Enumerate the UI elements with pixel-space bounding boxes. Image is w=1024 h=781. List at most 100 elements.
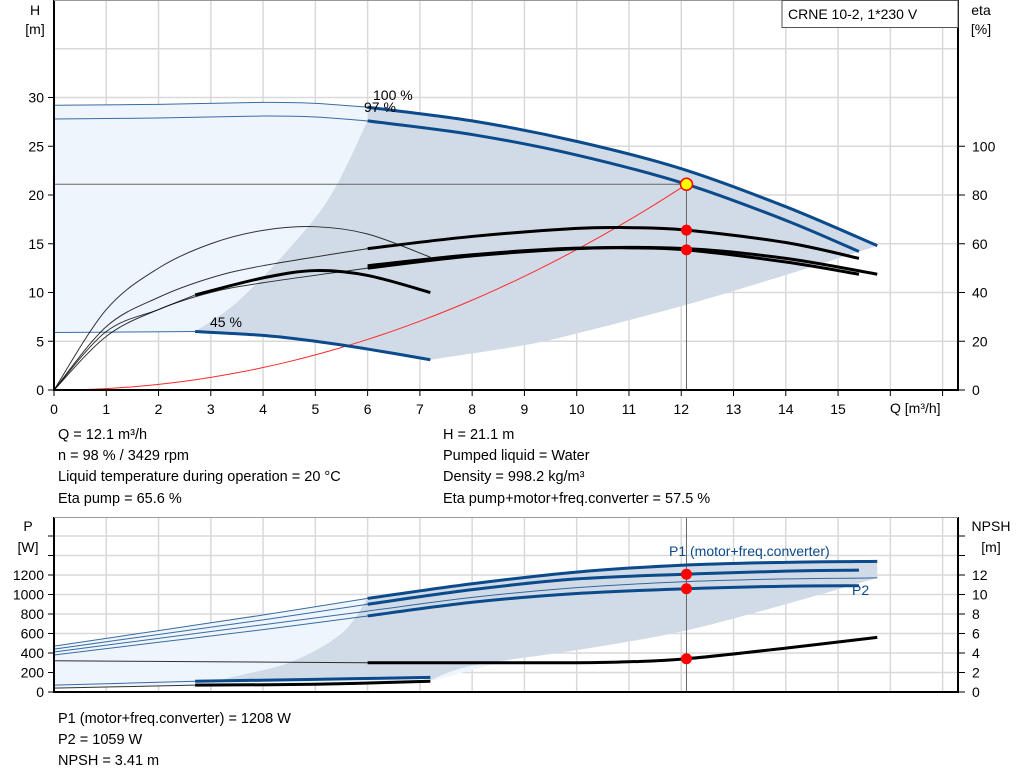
info-liquid: Pumped liquid = Water (443, 448, 590, 464)
h45-curve (195, 330, 431, 362)
info-top-left: Q = 12.1 m³/h n = 98 % / 3429 rpm Liquid… (58, 427, 341, 507)
info-eta-total: Eta pump+motor+freq.converter = 57.5 % (443, 491, 710, 507)
eta-pump-45-curve-thin (53, 226, 431, 391)
q-axis-title: Q [m³/h] (890, 400, 941, 416)
x-tick-label: 3 (207, 401, 215, 417)
dark-power-area (221, 561, 878, 683)
eta-total-45-curve (194, 269, 431, 297)
p2-45-curve-thin (53, 684, 196, 689)
x-tick-label: 10 (569, 401, 585, 417)
x-tick-label: 1 (102, 401, 110, 417)
h-tick-label: 20 (28, 187, 44, 203)
p-tick-label: 800 (21, 606, 45, 622)
eta-total-curve-thin (53, 267, 368, 391)
npsh-tick-label: 8 (972, 606, 980, 622)
tick-labels: 0 1 2 3 4 5 6 7 8 9 10 11 12 13 14 15051015202530020406… (13, 90, 996, 701)
info-top-right: H = 21.1 m Pumped liquid = Water Density… (443, 427, 710, 507)
eta-axis-title: eta (971, 2, 991, 18)
legend-p1: P1 (motor+freq.converter) (669, 543, 830, 559)
npsh-tick-label: 0 (972, 684, 980, 700)
eta-tick-label: 0 (972, 382, 980, 398)
legend-p2: P2 (852, 582, 869, 598)
curve-label-100: 100 % (373, 87, 413, 103)
duty-point-marker (679, 177, 694, 192)
p-axis-title: P (23, 518, 32, 534)
x-tick-label: 15 (830, 401, 846, 417)
h97-curve (367, 119, 860, 253)
p2-100-curve-thin (53, 577, 878, 653)
eta-tick-label: 20 (972, 333, 988, 349)
curve-label-45: 45 % (210, 314, 242, 330)
h-tick-label: 10 (28, 285, 44, 301)
h-tick-label: 15 (28, 236, 44, 252)
npsh-axis-unit: [m] (981, 539, 1000, 555)
info-npsh: NPSH = 3.41 m (58, 753, 159, 769)
p2-marker (680, 583, 692, 595)
eta-axis-unit: [%] (971, 21, 991, 37)
x-tick-label: 7 (416, 401, 424, 417)
h-tick-label: 5 (36, 333, 44, 349)
operating-areas (54, 102, 878, 689)
h-tick-label: 30 (28, 90, 44, 106)
info-speed: n = 98 % / 3429 rpm (58, 448, 189, 464)
npsh-tick-label: 4 (972, 645, 980, 661)
pump-model-label: CRNE 10-2, 1*230 V (788, 6, 918, 22)
legend-box: CRNE 10-2, 1*230 V (781, 0, 959, 28)
x-tick-label: 13 (726, 401, 742, 417)
x-tick-label: 11 (622, 401, 637, 417)
npsh-tick-label: 12 (972, 567, 988, 583)
eta-pump-curve (367, 225, 860, 260)
p1-marker (680, 568, 692, 580)
info-density: Density = 998.2 kg/m³ (443, 469, 585, 485)
info-temperature: Liquid temperature during operation = 20… (58, 469, 341, 485)
p1-97-curve (367, 568, 859, 606)
h100-curve (367, 105, 878, 248)
p1-97-curve-thin (53, 603, 368, 650)
h-tick-label: 25 (28, 138, 44, 154)
p-tick-label: 1000 (13, 587, 44, 603)
npsh-curve (367, 635, 878, 665)
eta-total-100-curve (367, 245, 878, 276)
p-tick-label: 1200 (13, 567, 44, 583)
x-tick-label: 14 (778, 401, 794, 417)
info-bottom: P1 (motor+freq.converter) = 1208 W P2 = … (58, 711, 291, 769)
info-head: H = 21.1 m (443, 427, 514, 443)
info-p1: P1 (motor+freq.converter) = 1208 W (58, 711, 291, 727)
x-tick-label: 9 (521, 401, 529, 417)
npsh-tick-label: 10 (972, 587, 988, 603)
eta-total-marker (680, 244, 692, 256)
h100-curve-thin (53, 101, 368, 108)
p-tick-label: 200 (21, 665, 45, 681)
p2-45-curve (195, 679, 431, 687)
p2-97-curve-thin (53, 615, 368, 656)
p-tick-label: 600 (21, 626, 45, 642)
eta-pump-marker (680, 224, 692, 236)
x-tick-label: 5 (311, 401, 319, 417)
h-axis-title: H (30, 2, 40, 18)
h97-curve-thin (53, 115, 368, 122)
p-tick-label: 0 (36, 684, 44, 700)
x-tick-label: 2 (155, 401, 163, 417)
x-tick-label: 4 (259, 401, 267, 417)
npsh-curve-thin (53, 660, 368, 664)
x-tick-label: 0 (50, 401, 58, 417)
p1-100-curve (367, 559, 878, 600)
system-curve (53, 183, 687, 391)
x-tick-label: 6 (364, 401, 372, 417)
eta-pump-curve-thin (53, 248, 368, 391)
dark-operating-area (195, 107, 878, 360)
operating-markers (679, 177, 694, 665)
eta-tick-label: 80 (972, 187, 988, 203)
npsh-tick-label: 6 (972, 626, 980, 642)
npsh-marker (680, 653, 692, 665)
x-tick-label: 8 (468, 401, 476, 417)
h-tick-label: 0 (36, 382, 44, 398)
eta-tick-label: 40 (972, 285, 988, 301)
x-tick-label: 12 (673, 401, 689, 417)
info-p2: P2 = 1059 W (58, 732, 143, 748)
eta-tick-label: 60 (972, 236, 988, 252)
npsh-tick-label: 2 (972, 665, 980, 681)
p1-45-curve-thin (53, 680, 196, 686)
p2-97-curve (367, 584, 859, 618)
eta-total-45-curve-thin (53, 294, 196, 391)
